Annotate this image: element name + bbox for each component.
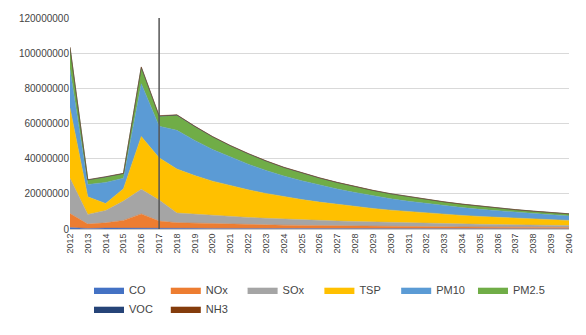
svg-text:2034: 2034 — [457, 234, 467, 254]
svg-text:2039: 2039 — [546, 234, 556, 254]
svg-text:2033: 2033 — [439, 234, 449, 254]
svg-text:VOC: VOC — [129, 303, 153, 315]
svg-text:2014: 2014 — [101, 234, 111, 254]
svg-text:40000000: 40000000 — [25, 153, 70, 164]
svg-text:2036: 2036 — [493, 234, 503, 254]
svg-text:2028: 2028 — [350, 234, 360, 254]
svg-text:2029: 2029 — [368, 234, 378, 254]
svg-text:2012: 2012 — [65, 234, 75, 254]
svg-text:CO: CO — [129, 284, 146, 296]
svg-text:2015: 2015 — [118, 234, 128, 254]
svg-text:2024: 2024 — [279, 234, 289, 254]
svg-text:60000000: 60000000 — [25, 118, 70, 129]
svg-text:2032: 2032 — [421, 234, 431, 254]
svg-text:2018: 2018 — [172, 234, 182, 254]
svg-text:PM10: PM10 — [436, 284, 465, 296]
svg-text:2031: 2031 — [404, 234, 414, 254]
svg-text:NOx: NOx — [206, 284, 229, 296]
svg-text:2021: 2021 — [225, 234, 235, 254]
svg-text:2026: 2026 — [314, 234, 324, 254]
svg-text:20000000: 20000000 — [25, 188, 70, 199]
svg-text:2016: 2016 — [136, 234, 146, 254]
svg-text:120000000: 120000000 — [19, 13, 69, 24]
svg-text:TSP: TSP — [359, 284, 380, 296]
svg-text:PM2.5: PM2.5 — [513, 284, 545, 296]
svg-text:2037: 2037 — [510, 234, 520, 254]
svg-text:2017: 2017 — [154, 234, 164, 254]
svg-text:100000000: 100000000 — [19, 48, 69, 59]
svg-text:80000000: 80000000 — [25, 83, 70, 94]
svg-text:2020: 2020 — [207, 234, 217, 254]
svg-text:2035: 2035 — [475, 234, 485, 254]
svg-text:2019: 2019 — [190, 234, 200, 254]
svg-text:0: 0 — [63, 224, 69, 235]
svg-text:2023: 2023 — [261, 234, 271, 254]
svg-text:2038: 2038 — [528, 234, 538, 254]
svg-text:2030: 2030 — [386, 234, 396, 254]
svg-text:2022: 2022 — [243, 234, 253, 254]
svg-text:2040: 2040 — [564, 234, 574, 254]
svg-text:2025: 2025 — [297, 234, 307, 254]
svg-text:2027: 2027 — [332, 234, 342, 254]
svg-text:NH3: NH3 — [206, 303, 228, 315]
svg-text:SOx: SOx — [283, 284, 305, 296]
svg-text:2013: 2013 — [83, 234, 93, 254]
